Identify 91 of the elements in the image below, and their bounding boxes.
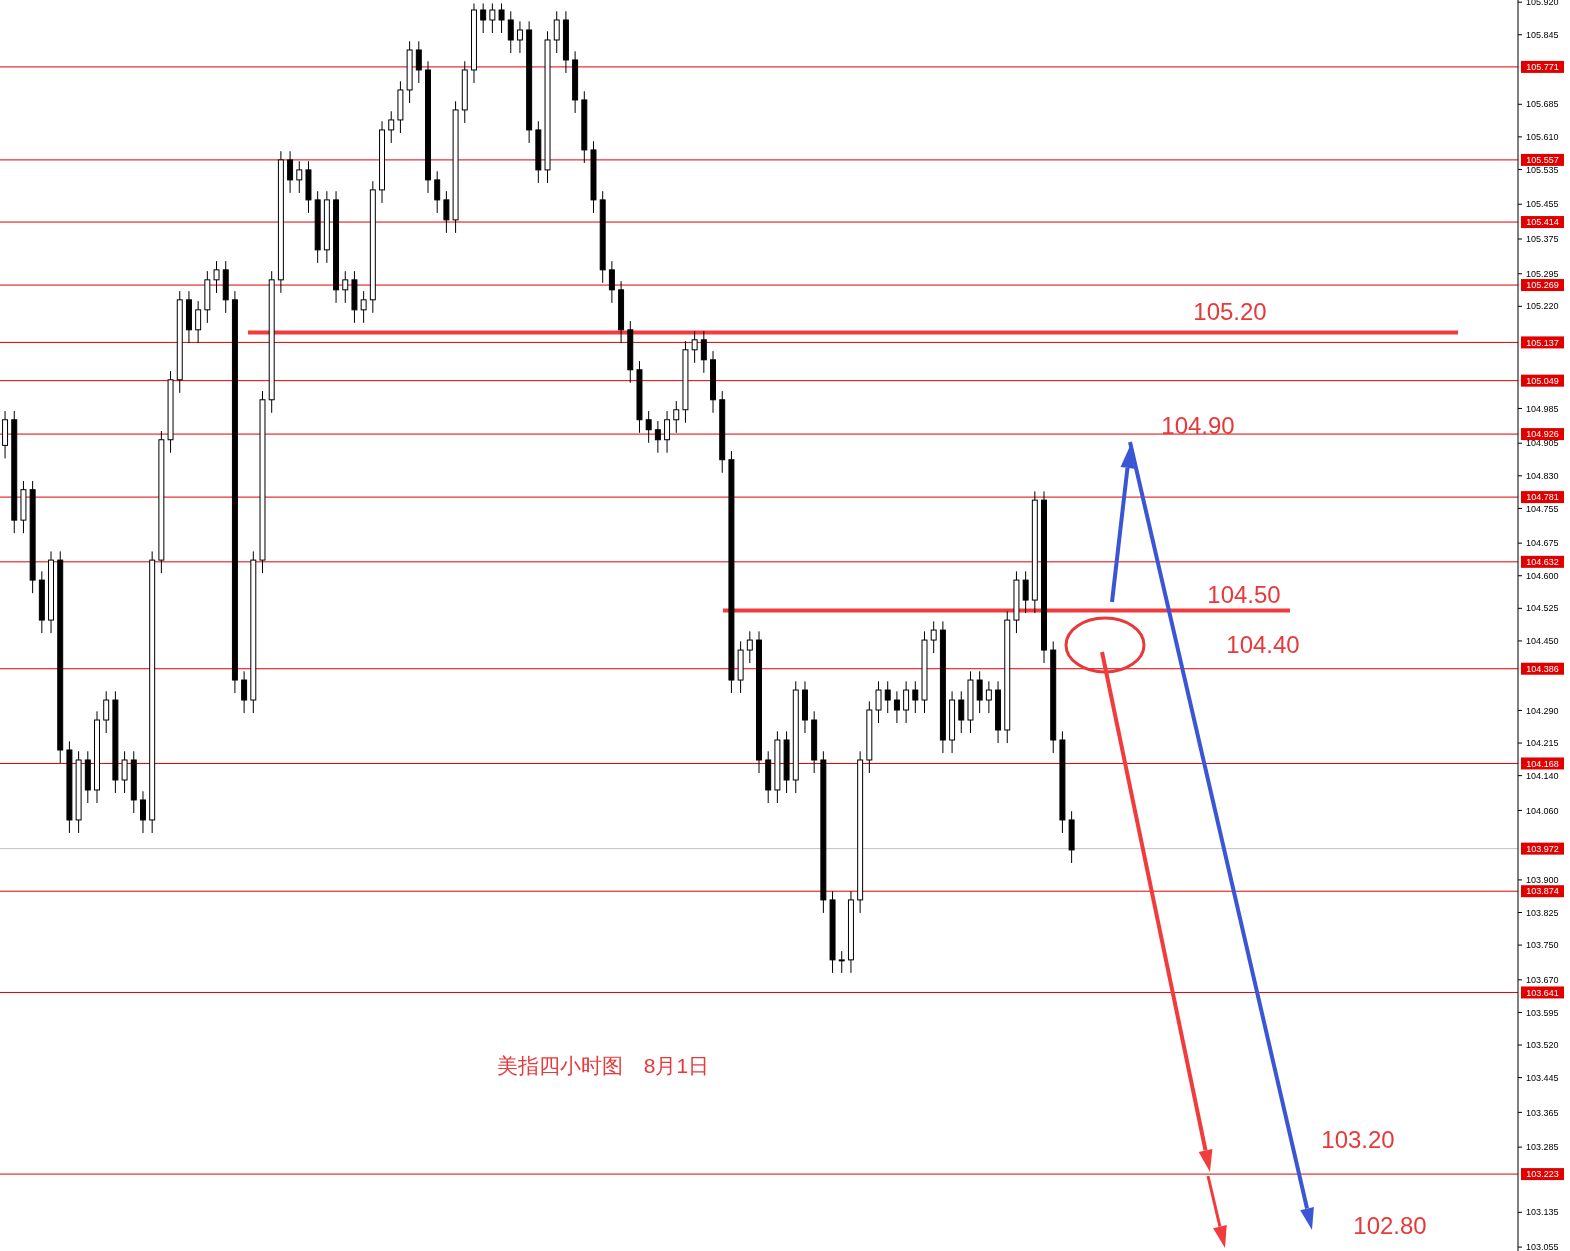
y-tick-label: 104.450 (1526, 636, 1559, 647)
y-tick-label: 103.670 (1526, 975, 1559, 986)
candlestick (673, 400, 680, 434)
candlestick (342, 270, 349, 304)
annotation: 102.80 (1353, 1212, 1427, 1240)
y-tick-label: 104.830 (1526, 470, 1559, 481)
y-tick-label: 104.140 (1526, 770, 1559, 781)
ref-line-label: 105.049 (1526, 375, 1559, 386)
y-tick-label: 105.610 (1526, 132, 1559, 143)
y-tick-label: 103.750 (1526, 940, 1559, 951)
candlestick (434, 170, 441, 214)
candlestick (1022, 570, 1029, 614)
ref-line-label: 105.269 (1526, 280, 1559, 291)
ref-line-label: 104.632 (1526, 556, 1559, 567)
candlestick (893, 690, 900, 724)
candlestick (884, 680, 891, 714)
y-tick-label: 103.595 (1526, 1007, 1559, 1018)
y-tick-label: 104.525 (1526, 603, 1559, 614)
y-tick-label: 104.675 (1526, 538, 1559, 549)
y-tick-label: 104.905 (1526, 438, 1559, 449)
annotation: 104.40 (1226, 631, 1300, 659)
text: 美指四小时图 8月1日 (496, 1054, 710, 1078)
ref-line-label: 103.972 (1526, 843, 1559, 854)
ref-line-label: 104.386 (1526, 663, 1559, 674)
candlestick (838, 950, 845, 974)
y-tick-label: 104.215 (1526, 738, 1559, 749)
candlestick (654, 420, 661, 454)
ref-line-label: 104.926 (1526, 429, 1559, 440)
y-tick-label: 103.365 (1526, 1107, 1559, 1118)
y-tick-label: 103.055 (1526, 1242, 1559, 1251)
candlestick (507, 10, 514, 54)
candlestick (645, 410, 652, 444)
y-tick-label: 105.220 (1526, 301, 1559, 312)
ref-line-label: 104.168 (1526, 758, 1559, 769)
candlestick (700, 330, 707, 374)
y-tick-label: 103.900 (1526, 875, 1559, 886)
candlestick (875, 680, 882, 724)
candlestick (746, 630, 753, 664)
annotation: 104.50 (1207, 581, 1281, 609)
candlestick (103, 690, 110, 734)
candlestick (930, 620, 937, 654)
candlestick (213, 260, 220, 294)
candlestick (958, 690, 965, 734)
candlestick (241, 670, 248, 714)
y-tick-label: 103.520 (1526, 1040, 1559, 1051)
ref-line-label: 105.137 (1526, 337, 1559, 348)
candlestick (415, 40, 422, 84)
ref-line-label: 105.771 (1526, 62, 1559, 73)
candlestick (985, 680, 992, 714)
ref-line-label: 105.414 (1526, 217, 1559, 228)
annotation: 103.20 (1321, 1126, 1395, 1154)
y-tick-label: 105.845 (1526, 29, 1559, 40)
ref-line-label: 103.874 (1526, 886, 1559, 897)
y-tick-label: 104.060 (1526, 805, 1559, 816)
y-tick-label: 103.445 (1526, 1072, 1559, 1083)
candlestick (903, 680, 910, 724)
candlestick (691, 330, 698, 364)
candlestick (912, 680, 919, 714)
ref-line-label: 105.557 (1526, 155, 1559, 166)
annotation: 105.20 (1193, 298, 1267, 326)
ref-line-label: 104.781 (1526, 492, 1559, 503)
y-tick-label: 104.600 (1526, 570, 1559, 581)
candlestick (195, 300, 202, 344)
y-tick-label: 103.135 (1526, 1207, 1559, 1218)
ref-line-label: 103.223 (1526, 1169, 1559, 1180)
candlestick (296, 160, 303, 194)
y-tick-label: 105.295 (1526, 268, 1559, 279)
annotation: 104.90 (1161, 412, 1235, 440)
candlestick (664, 410, 671, 454)
candlestick (480, 2, 487, 34)
candlestick (498, 2, 505, 34)
candlestick (553, 10, 560, 54)
candlestick (608, 260, 615, 304)
candlestick (121, 750, 128, 794)
y-tick-label: 103.285 (1526, 1142, 1559, 1153)
candlestick (287, 150, 294, 194)
y-tick-label: 104.985 (1526, 403, 1559, 414)
y-tick-label: 103.825 (1526, 907, 1559, 918)
y-tick-label: 105.375 (1526, 234, 1559, 245)
y-tick-label: 104.755 (1526, 503, 1559, 514)
candlestick (516, 20, 523, 54)
ref-line-label: 103.641 (1526, 987, 1559, 998)
y-tick-label: 105.535 (1526, 164, 1559, 175)
y-tick-label: 105.455 (1526, 199, 1559, 210)
candlestick (139, 790, 146, 834)
candlestick (388, 110, 395, 144)
candlestick (443, 190, 450, 234)
y-tick-label: 104.290 (1526, 705, 1559, 716)
y-tick-label: 105.685 (1526, 99, 1559, 110)
candlestick (360, 290, 367, 324)
candlestick (976, 670, 983, 714)
